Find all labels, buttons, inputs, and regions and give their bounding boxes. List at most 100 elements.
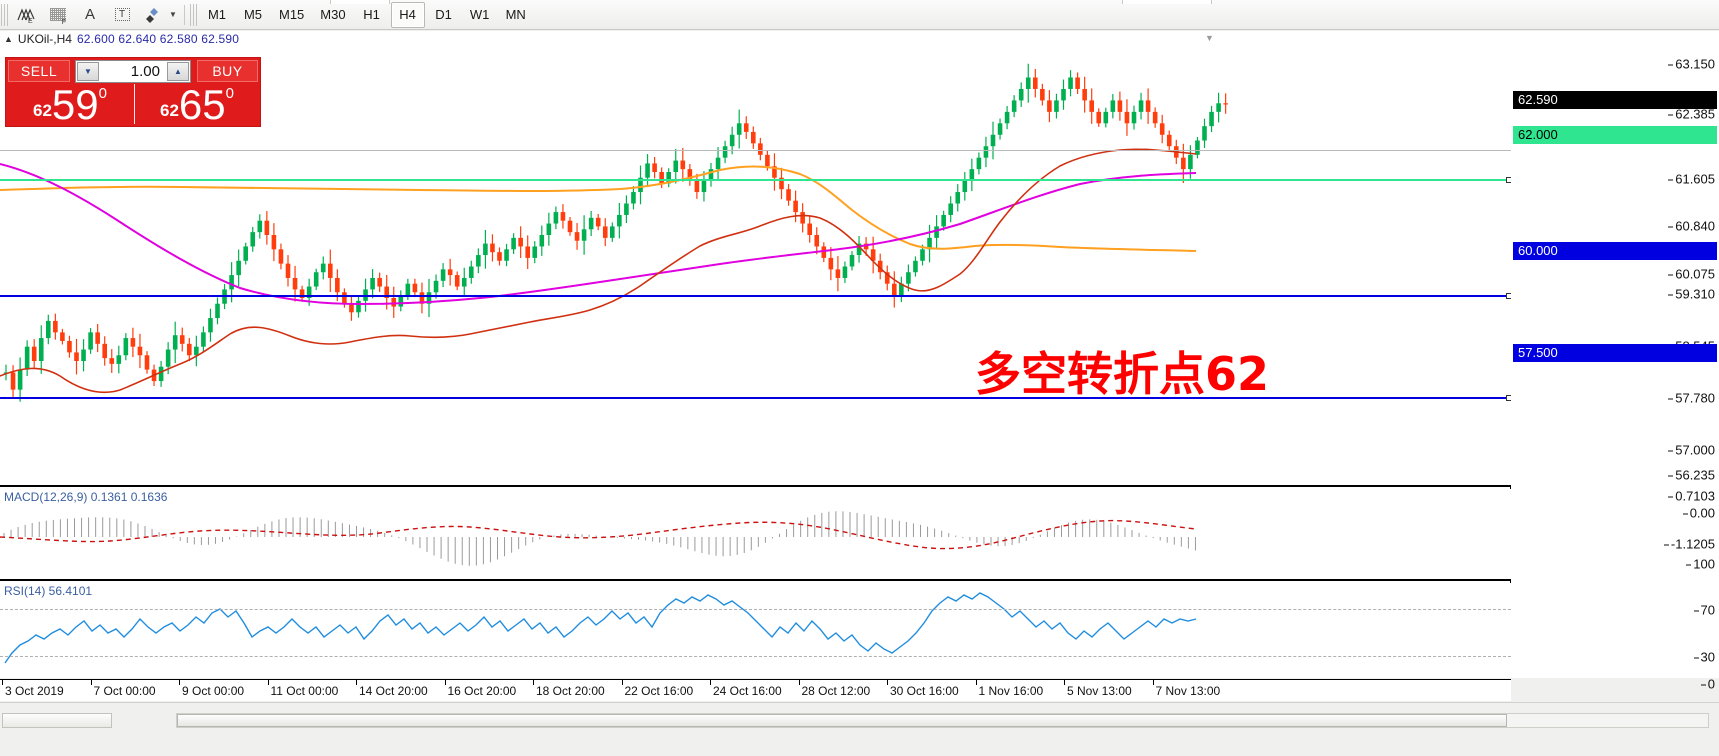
rsi-tick: 0 — [1700, 676, 1715, 692]
time-label: 3 Oct 2019 — [5, 684, 64, 698]
time-axis[interactable]: 3 Oct 2019 7 Oct 00:00 9 Oct 00:00 11 Oct 0… — [0, 679, 1511, 701]
line-tag-57-5[interactable]: 57.500 — [1513, 344, 1717, 362]
text-tool-icon[interactable]: A — [84, 6, 95, 23]
rsi-tick: 70 — [1693, 602, 1715, 618]
time-label: 22 Oct 16:00 — [624, 684, 694, 698]
rsi-level-70-line — [0, 609, 1511, 610]
horizontal-scrollbar-thumb[interactable] — [177, 714, 1507, 727]
price-tick: 61.605 — [1668, 171, 1715, 187]
chart-annotation-text: 多空转折点62 — [975, 347, 1270, 401]
volume-field[interactable]: ▼ 1.00 ▲ — [75, 60, 191, 83]
timeframe-m5[interactable]: M5 — [243, 7, 263, 22]
timeframe-w1[interactable]: W1 — [469, 7, 490, 22]
time-tick — [267, 680, 269, 685]
time-label: 18 Oct 20:00 — [536, 684, 605, 698]
time-tick — [533, 680, 534, 685]
window-tab-stub — [330, 0, 390, 4]
line-anchor-handle[interactable] — [1506, 177, 1511, 183]
current-price-line — [0, 150, 1511, 151]
chart-scroll-row — [0, 702, 1719, 756]
time-label: 7 Oct 00:00 — [93, 684, 156, 698]
price-axis[interactable]: 63.150 62.385 61.605 60.840 60.075 59.31… — [1511, 46, 1719, 692]
timeframe-grip-handle[interactable] — [190, 3, 197, 26]
rsi-line — [4, 592, 1197, 664]
sell-price-big-figure: 62 — [33, 101, 52, 120]
ma-orange-line — [0, 165, 1197, 252]
chart-drag-marker-icon[interactable]: ▼ — [1205, 33, 1214, 43]
buy-price-big-figure: 62 — [160, 101, 179, 120]
time-tick — [975, 680, 977, 685]
crosshair-grid-icon[interactable]: F — [43, 2, 73, 28]
volume-decrease-icon[interactable]: ▼ — [77, 62, 99, 81]
timeframe-d1[interactable]: D1 — [435, 7, 452, 22]
price-tick: 56.235 — [1668, 467, 1715, 483]
macd-tick: -1.1205 — [1663, 536, 1715, 552]
line-tag-60[interactable]: 60.000 — [1513, 242, 1717, 260]
time-label: 24 Oct 16:00 — [713, 684, 782, 698]
time-label: 30 Oct 16:00 — [890, 684, 959, 698]
time-label: 16 Oct 20:00 — [447, 684, 517, 698]
timeframe-m1[interactable]: M1 — [207, 7, 227, 22]
objects-icon[interactable] — [139, 2, 169, 28]
price-tick: 60.075 — [1668, 266, 1715, 282]
sell-price-display[interactable]: 62 59 0 — [8, 84, 132, 126]
rsi-level-30-line — [0, 656, 1511, 657]
volume-increase-icon[interactable]: ▲ — [167, 62, 189, 81]
macd-signal-line — [0, 519, 1197, 550]
time-tick — [798, 680, 800, 685]
macd-pane[interactable]: MACD(12,26,9) 0.1361 0.1636 — [0, 489, 1511, 581]
macd-label: MACD(12,26,9) 0.1361 0.1636 — [4, 490, 168, 504]
time-tick — [1152, 680, 1154, 685]
timeframe-h1[interactable]: H1 — [363, 7, 380, 22]
chart-collapse-icon[interactable]: ▲ — [4, 33, 13, 44]
price-tick: 60.840 — [1668, 218, 1715, 234]
text-label-glyph: T — [114, 8, 130, 21]
time-tick — [621, 680, 623, 685]
horizontal-scrollbar-track[interactable] — [176, 713, 1709, 728]
svg-text:E: E — [28, 18, 33, 24]
one-click-trading-panel[interactable]: SELL ▼ 1.00 ▲ BUY 62 59 0 62 65 0 — [5, 57, 261, 127]
price-tick: 57.000 — [1668, 442, 1715, 458]
candlestick-series — [0, 63, 1228, 402]
line-tag-62[interactable]: 62.000 — [1513, 126, 1717, 144]
price-tick: 62.385 — [1668, 106, 1715, 122]
time-tick — [179, 680, 180, 685]
trade-panel-divider — [134, 84, 135, 124]
chart-canvas[interactable]: 多空转折点62 MACD(12,26,9) 0.1361 0.1636 RSI(… — [0, 46, 1511, 678]
symbol-ohlc: 62.600 62.640 62.580 62.590 — [76, 31, 240, 46]
grid-glyph — [50, 8, 66, 21]
timeframe-m15[interactable]: M15 — [279, 7, 305, 22]
buy-button[interactable]: BUY — [197, 60, 258, 82]
timeframe-mn[interactable]: MN — [505, 7, 526, 22]
time-label: 1 Nov 16:00 — [978, 684, 1044, 698]
current-price-tag: 62.590 — [1513, 91, 1717, 109]
line-anchor-handle[interactable] — [1506, 293, 1511, 299]
support-line-62[interactable] — [0, 177, 1511, 183]
symbol-name: UKOil-,H4 — [17, 31, 72, 46]
rsi-pane[interactable]: RSI(14) 56.4101 — [0, 583, 1511, 678]
line-anchor-handle[interactable] — [1506, 395, 1511, 401]
objects-dropdown-caret-icon[interactable]: ▼ — [169, 10, 177, 19]
ma-magenta-line — [0, 163, 1197, 306]
window-tab-stub-2 — [1122, 0, 1212, 4]
support-line-57-5[interactable] — [0, 395, 1511, 401]
time-tick — [887, 680, 888, 685]
time-tick — [90, 680, 92, 685]
chart-tab-button[interactable] — [2, 713, 112, 728]
time-label: 11 Oct 00:00 — [270, 684, 339, 698]
text-label-icon[interactable]: T — [107, 2, 137, 28]
sell-price-fraction: 0 — [98, 85, 107, 102]
volume-value[interactable]: 1.00 — [130, 63, 160, 80]
indicators-icon[interactable]: E — [11, 2, 41, 28]
ma-red-line — [0, 148, 1197, 394]
macd-series — [0, 511, 1197, 566]
timeframe-m30[interactable]: M30 — [320, 7, 346, 22]
toolbar-grip-handle[interactable] — [1, 3, 8, 26]
buy-price-display[interactable]: 62 65 0 — [136, 84, 258, 126]
timeframe-h4[interactable]: H4 — [390, 1, 425, 28]
time-label: 14 Oct 20:00 — [359, 684, 428, 698]
support-line-60[interactable] — [0, 293, 1511, 299]
sell-button[interactable]: SELL — [8, 60, 70, 82]
rsi-tick: 30 — [1693, 649, 1715, 665]
